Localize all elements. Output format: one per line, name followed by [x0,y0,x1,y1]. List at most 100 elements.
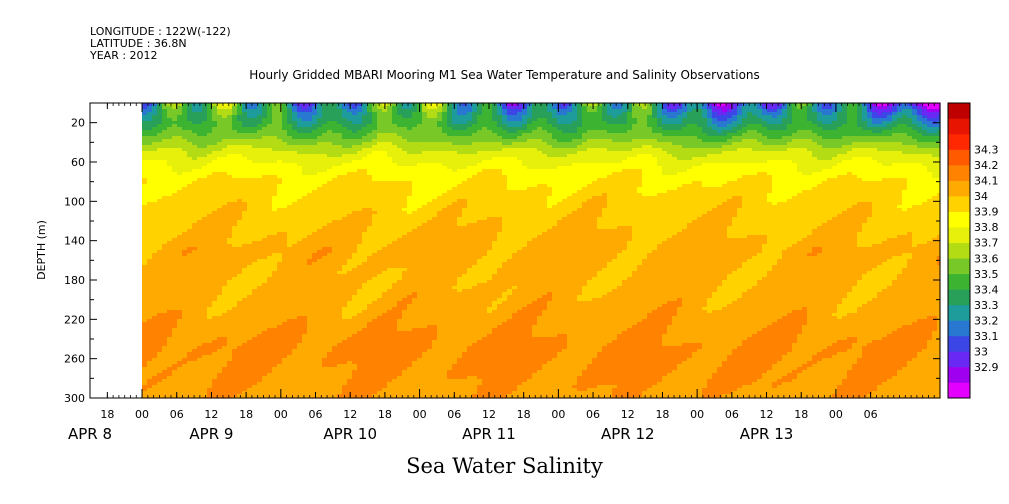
salinity-cell [172,388,178,392]
salinity-cell [177,175,183,179]
salinity-cell [177,157,183,161]
salinity-cell [172,394,178,398]
salinity-cell [152,391,158,395]
salinity-cell [147,133,153,137]
salinity-cell [152,112,158,116]
salinity-cell [152,220,158,224]
salinity-cell [177,190,183,194]
salinity-cell [172,331,178,335]
salinity-cell [187,394,193,398]
salinity-cell [147,373,153,377]
salinity-cell [182,220,188,224]
salinity-cell [162,328,168,332]
salinity-cell [182,160,188,164]
salinity-cell [172,205,178,209]
salinity-cell [162,193,168,197]
salinity-cell [192,190,198,194]
salinity-cell [147,115,153,119]
salinity-cell [182,193,188,197]
salinity-cell [177,223,183,227]
salinity-cell [147,310,153,314]
salinity-cell [152,271,158,275]
salinity-cell [167,241,173,245]
salinity-cell [142,244,148,248]
salinity-cell [152,103,158,107]
salinity-cell [177,238,183,242]
salinity-cell [152,382,158,386]
salinity-cell [182,235,188,239]
salinity-cell [167,364,173,368]
salinity-cell [172,223,178,227]
salinity-cell [167,358,173,362]
salinity-cell [157,121,163,125]
salinity-cell [172,199,178,203]
salinity-cell [187,376,193,380]
salinity-cell [187,214,193,218]
salinity-cell [142,208,148,212]
salinity-cell [177,124,183,128]
salinity-cell [192,127,198,131]
salinity-cell [182,145,188,149]
salinity-cell [162,187,168,191]
salinity-cell [162,217,168,221]
salinity-cell [172,241,178,245]
salinity-cell [182,343,188,347]
salinity-cell [142,349,148,353]
salinity-cell [162,370,168,374]
salinity-cell [172,115,178,119]
salinity-cell [162,133,168,137]
salinity-cell [167,394,173,398]
salinity-cell [187,223,193,227]
salinity-cell [187,307,193,311]
salinity-cell [147,148,153,152]
salinity-cell [167,310,173,314]
salinity-cell [162,334,168,338]
salinity-cell [187,232,193,236]
salinity-cell [182,109,188,113]
salinity-cell [142,331,148,335]
salinity-cell [182,217,188,221]
salinity-cell [182,373,188,377]
salinity-cell [142,376,148,380]
salinity-cell [177,322,183,326]
salinity-cell [187,361,193,365]
salinity-cell [162,166,168,170]
salinity-cell [152,208,158,212]
salinity-cell [142,298,148,302]
salinity-cell [147,154,153,158]
salinity-cell [142,133,148,137]
salinity-cell [182,226,188,230]
salinity-cell [172,307,178,311]
salinity-cell [142,295,148,299]
salinity-cell [152,346,158,350]
salinity-cell [192,184,198,188]
salinity-cell [152,205,158,209]
salinity-cell [152,193,158,197]
salinity-cell [152,349,158,353]
salinity-cell [162,358,168,362]
salinity-cell [182,259,188,263]
salinity-cell [167,103,173,107]
salinity-cell [182,130,188,134]
salinity-cell [157,163,163,167]
salinity-cell [187,199,193,203]
year-label: YEAR : 2012 [90,49,158,62]
salinity-cell [167,280,173,284]
salinity-cell [192,142,198,146]
salinity-cell [162,181,168,185]
salinity-cell [167,304,173,308]
salinity-cell [152,352,158,356]
salinity-cell [187,310,193,314]
salinity-cell [172,124,178,128]
salinity-cell [147,118,153,122]
salinity-cell [157,151,163,155]
salinity-cell [187,250,193,254]
salinity-cell [162,373,168,377]
salinity-cell [177,379,183,383]
salinity-cell [162,349,168,353]
salinity-cell [172,373,178,377]
salinity-cell [187,151,193,155]
salinity-cell [157,274,163,278]
salinity-cell [182,268,188,272]
salinity-cell [147,172,153,176]
